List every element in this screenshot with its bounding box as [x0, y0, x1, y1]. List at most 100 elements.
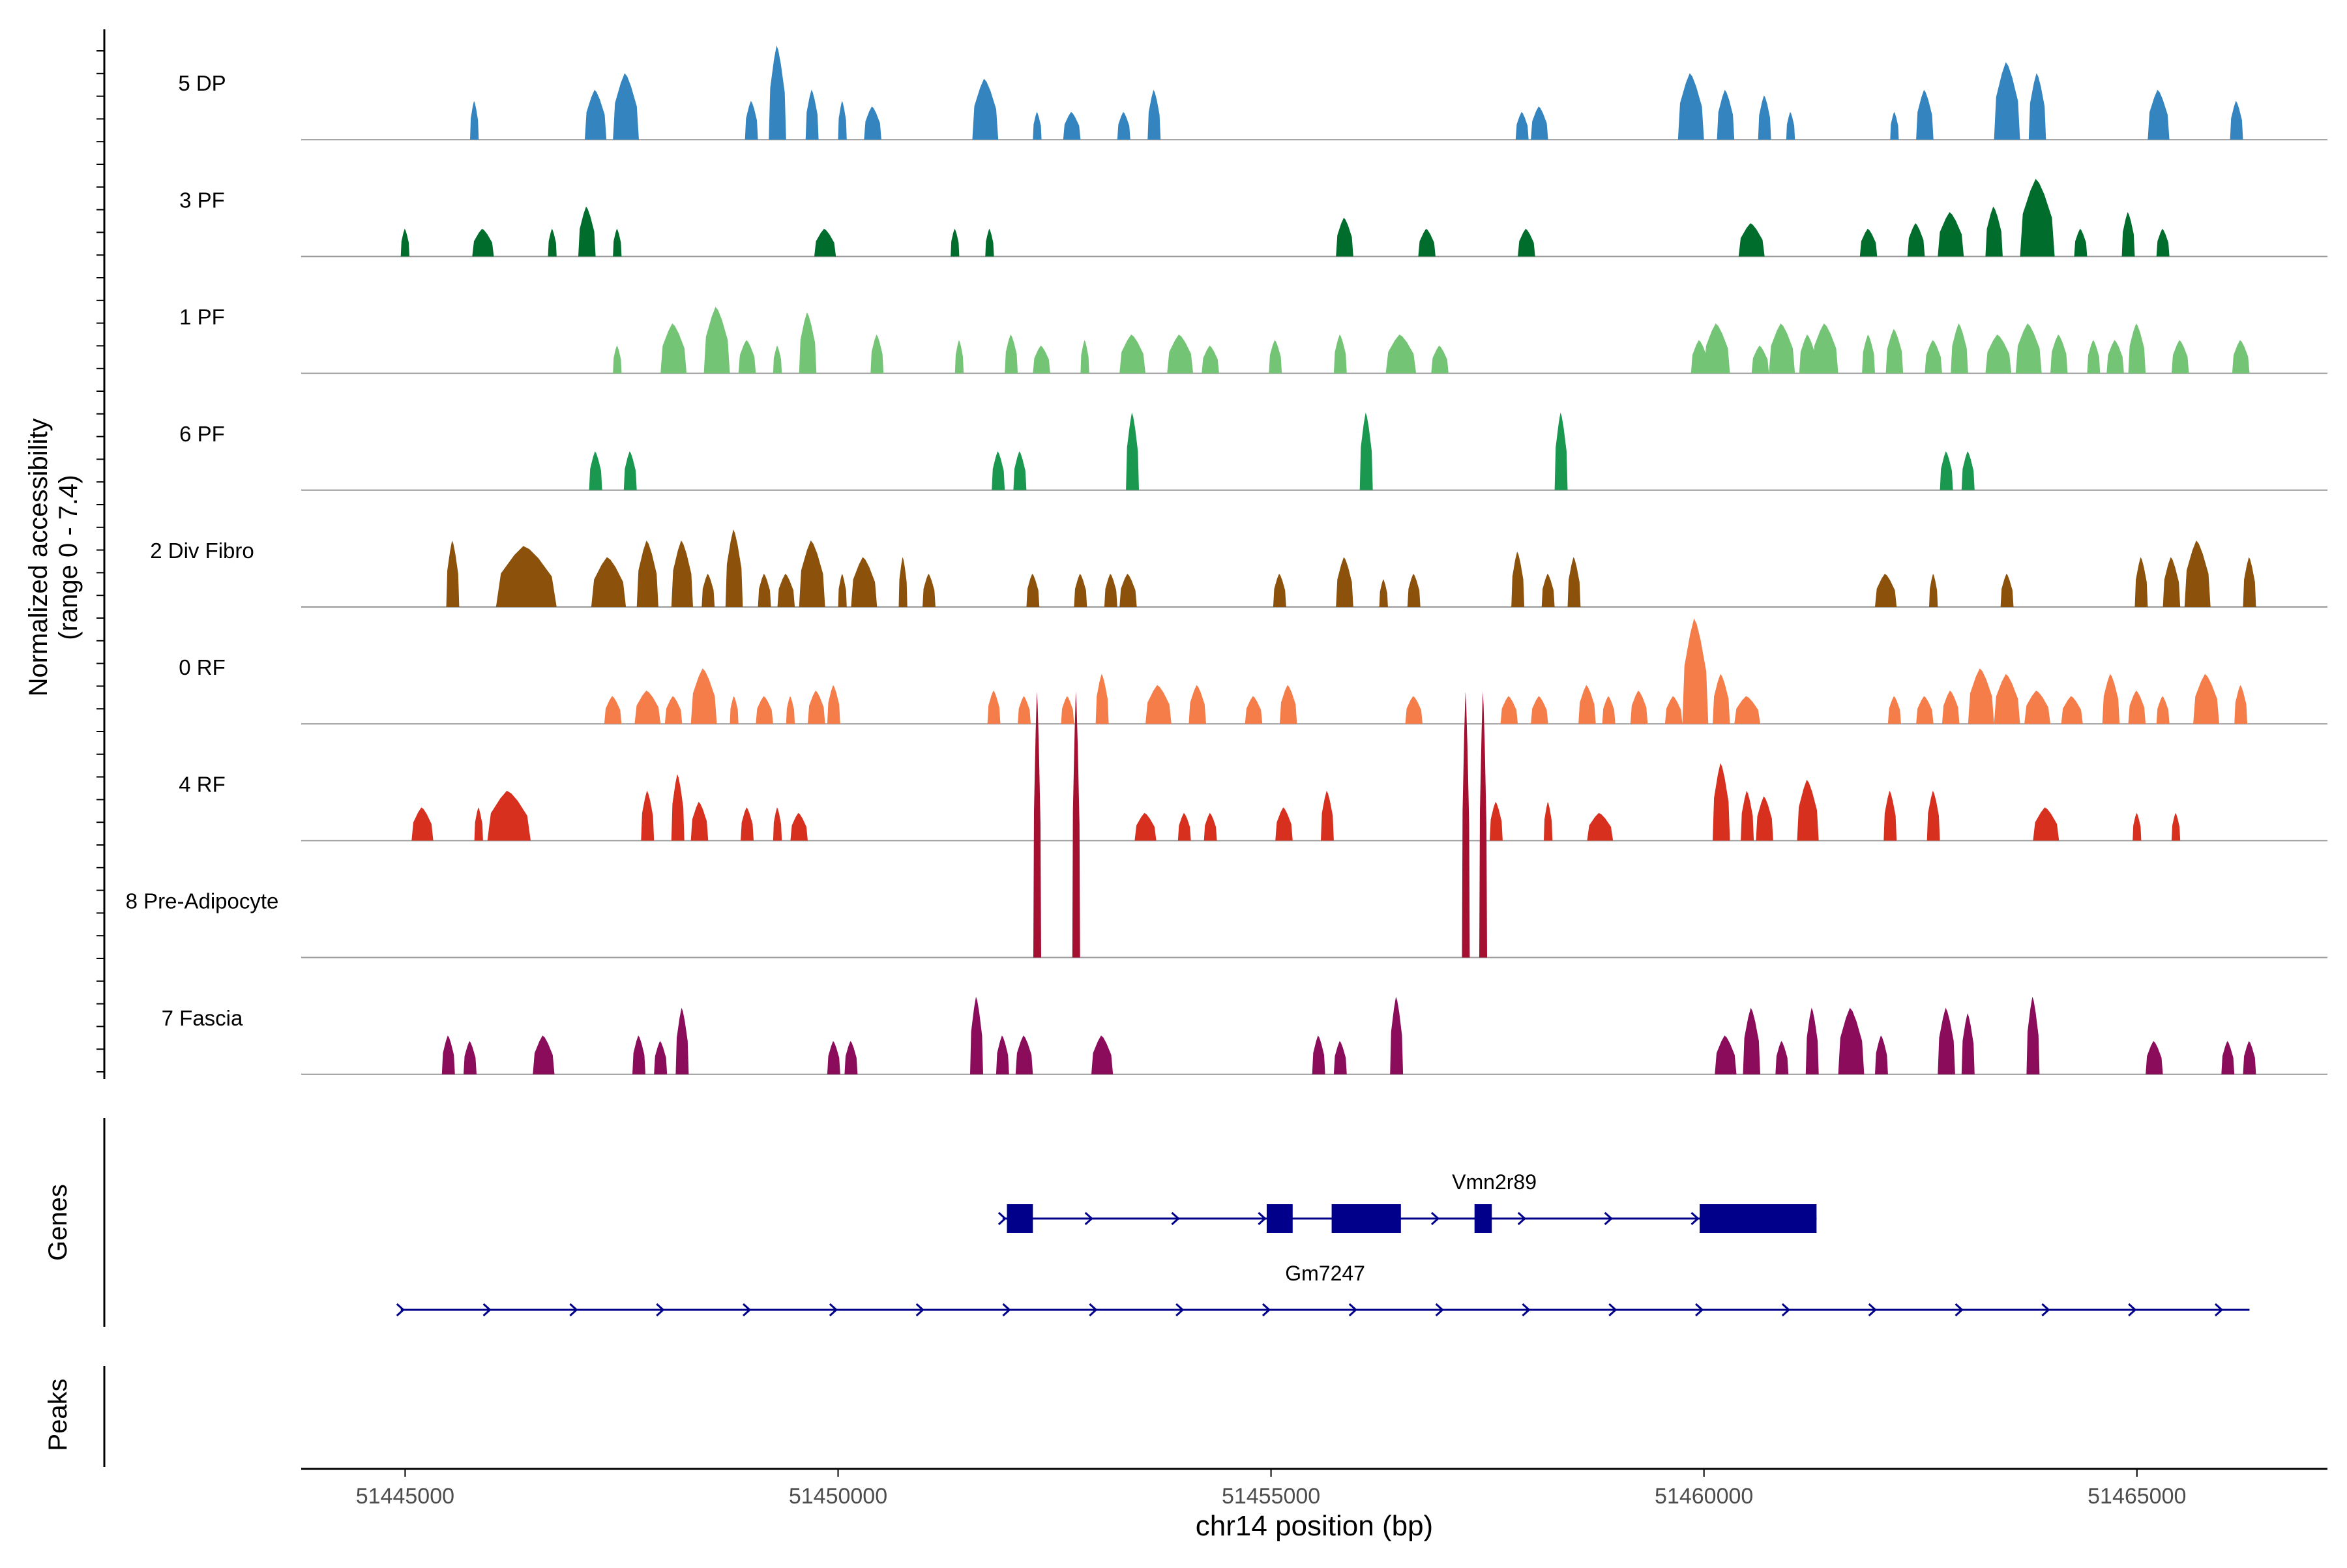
- track-label: 3 PF: [179, 188, 225, 212]
- accessibility-peak: [1682, 618, 1709, 724]
- accessibility-peak: [1751, 346, 1769, 374]
- accessibility-peak: [1074, 574, 1087, 607]
- accessibility-peak: [1929, 574, 1938, 607]
- gene-label: Gm7247: [1285, 1262, 1365, 1285]
- strand-arrow: [569, 1303, 578, 1317]
- accessibility-peak: [470, 100, 479, 140]
- accessibility-peak: [1664, 696, 1683, 724]
- accessibility-peak: [2026, 996, 2040, 1074]
- y-axis-label-line2: (range 0 - 7.4): [54, 475, 83, 640]
- accessibility-peak: [2050, 334, 2068, 374]
- strand-arrow: [743, 1303, 752, 1317]
- accessibility-peak: [1080, 340, 1089, 374]
- accessibility-peak: [2074, 228, 2088, 257]
- accessibility-peak: [1544, 801, 1553, 841]
- accessibility-peak: [1926, 790, 1940, 841]
- accessibility-peak: [690, 668, 717, 724]
- accessibility-peak: [2146, 1041, 2163, 1074]
- x-tick-label: 51450000: [789, 1484, 887, 1509]
- gene-gm7247: Gm7247: [396, 1262, 2250, 1317]
- accessibility-peak: [1005, 334, 1018, 374]
- track-5-dp: 5 DP: [178, 45, 2327, 141]
- track-4-rf: 4 RF: [179, 763, 2327, 842]
- accessibility-peak: [654, 1041, 668, 1074]
- accessibility-peak: [970, 996, 983, 1074]
- accessibility-peak: [814, 228, 836, 257]
- accessibility-peak: [2243, 1041, 2256, 1074]
- accessibility-peak: [1541, 574, 1555, 607]
- track-label: 1 PF: [179, 305, 225, 329]
- accessibility-peak: [1336, 217, 1353, 257]
- accessibility-peak: [1177, 812, 1191, 841]
- accessibility-peak: [738, 340, 756, 374]
- accessibility-peak: [1704, 323, 1730, 374]
- accessibility-peak: [1013, 451, 1027, 490]
- strand-arrow: [1690, 1211, 1700, 1226]
- accessibility-peak: [1359, 412, 1373, 490]
- accessibility-peak: [411, 807, 434, 841]
- accessibility-peak: [632, 1035, 645, 1074]
- track-2-div-fibro: 2 Div Fibro: [150, 529, 2327, 608]
- accessibility-peak: [1033, 111, 1042, 140]
- track-label: 7 Fascia: [162, 1006, 243, 1030]
- accessibility-peak: [1940, 451, 1953, 490]
- x-axis-label: chr14 position (bp): [1196, 1510, 1433, 1542]
- accessibility-peak: [1567, 557, 1581, 607]
- accessibility-peak: [2020, 179, 2055, 257]
- track-label: 5 DP: [178, 71, 226, 95]
- accessibility-peak: [2162, 557, 2181, 607]
- accessibility-peak: [1799, 334, 1817, 374]
- accessibility-peak: [1938, 1007, 1955, 1074]
- track-label: 4 RF: [179, 772, 226, 796]
- accessibility-peak: [2148, 89, 2170, 140]
- accessibility-peak: [1925, 340, 1942, 374]
- accessibility-peak: [1587, 812, 1614, 841]
- accessibility-peak: [745, 100, 758, 140]
- genes-layer: Vmn2r89 Gm7247: [396, 1170, 2250, 1317]
- accessibility-peak: [1061, 696, 1074, 724]
- strand-arrow: [1089, 1303, 1098, 1317]
- accessibility-peak: [2028, 73, 2046, 140]
- strand-arrow: [1522, 1303, 1531, 1317]
- accessibility-peak: [1134, 812, 1157, 841]
- accessibility-peak: [1203, 812, 1217, 841]
- accessibility-peak: [1916, 89, 1934, 140]
- accessibility-peak: [2156, 696, 2170, 724]
- accessibility-peak: [2121, 212, 2135, 257]
- accessibility-peak: [1738, 223, 1765, 257]
- accessibility-peak: [1938, 212, 1964, 257]
- accessibility-peak: [2128, 690, 2146, 724]
- accessibility-peak: [1862, 334, 1875, 374]
- accessibility-peak: [2024, 690, 2050, 724]
- accessibility-peak: [1883, 790, 1897, 841]
- strand-arrow: [1348, 1303, 1358, 1317]
- accessibility-peak: [972, 78, 999, 140]
- tracks-layer: 5 DP 3 PF 1 PF 6 PF 2 Div Fibro 0 RF 4 RF 8 Pre…: [126, 45, 2327, 1075]
- accessibility-peak: [474, 807, 483, 841]
- accessibility-peak: [838, 574, 847, 607]
- accessibility-peak: [1188, 685, 1206, 724]
- accessibility-peak: [2061, 696, 2083, 724]
- accessibility-peak: [827, 685, 840, 724]
- accessibility-peak: [671, 540, 693, 607]
- accessibility-peak: [838, 100, 847, 140]
- accessibility-peak: [1743, 1007, 1760, 1074]
- strand-arrow: [1262, 1303, 1271, 1317]
- accessibility-peak: [898, 557, 908, 607]
- accessibility-peak: [1063, 111, 1081, 140]
- accessibility-peak: [1531, 106, 1548, 140]
- accessibility-peak: [992, 451, 1005, 490]
- strand-arrow: [2041, 1303, 2050, 1317]
- accessibility-peak: [827, 1041, 840, 1074]
- accessibility-peak: [1033, 346, 1050, 374]
- accessibility-peak: [1333, 1041, 1347, 1074]
- accessibility-peak: [613, 346, 622, 374]
- accessibility-peak: [1885, 329, 1904, 374]
- accessibility-peak: [773, 807, 782, 841]
- accessibility-peak: [2033, 807, 2059, 841]
- accessibility-peak: [1518, 228, 1535, 257]
- accessibility-peak: [1126, 412, 1139, 490]
- accessibility-peak: [2106, 340, 2124, 374]
- accessibility-peak: [2134, 557, 2148, 607]
